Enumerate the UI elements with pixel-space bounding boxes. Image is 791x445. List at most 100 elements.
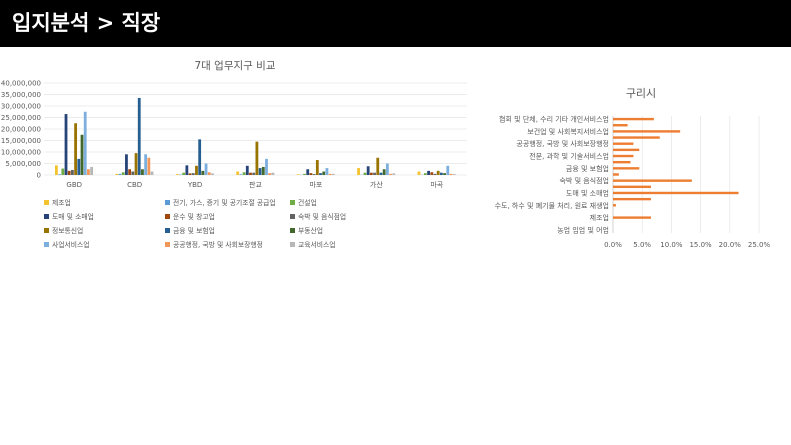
bar <box>118 173 122 175</box>
bar <box>376 157 380 175</box>
bar <box>115 173 119 175</box>
bar <box>613 167 640 170</box>
bar <box>125 154 128 175</box>
bar <box>198 139 202 175</box>
legend-label: 운수 및 창고업 <box>173 213 215 221</box>
x-tick-label: GBD <box>66 181 82 189</box>
bar <box>315 160 319 175</box>
x-tick-label: 10.0% <box>660 241 683 249</box>
y-tick-label: 25,000,000 <box>1 114 41 122</box>
bar <box>417 171 421 175</box>
bar <box>182 172 186 175</box>
legend-label: 숙박 및 음식점업 <box>298 212 346 221</box>
bar <box>74 123 78 175</box>
chart-title: 7대 업무지구 비교 <box>195 59 276 72</box>
bar <box>613 216 651 219</box>
legend-label: 건설업 <box>298 198 317 207</box>
bar <box>261 166 265 175</box>
bar <box>427 170 430 175</box>
bar <box>613 130 681 133</box>
bar <box>188 173 192 175</box>
business-district-chart: 7대 업무지구 비교 0 5,000,000 10,000,000 15,000,000… <box>1 59 467 249</box>
y-tick-label: 도매 및 소매업 <box>566 189 609 197</box>
legend-swatch <box>165 200 170 205</box>
y-tick-label: 40,000,000 <box>1 80 41 88</box>
bar <box>141 169 144 175</box>
y-tick-label: 35,000,000 <box>1 91 41 99</box>
legend-swatch <box>165 242 170 247</box>
bar <box>252 172 256 175</box>
legend-swatch <box>44 228 49 233</box>
x-tick-label: 마곡 <box>430 180 443 189</box>
bar <box>613 204 616 207</box>
bar <box>61 168 65 175</box>
y-tick-label: 20,000,000 <box>1 126 41 134</box>
bar <box>613 117 654 121</box>
legend-label: 제조업 <box>52 199 71 207</box>
bar <box>379 172 383 175</box>
bar <box>312 174 316 175</box>
y-tick-label: 전문, 과학 및 기술서비스업 <box>529 152 609 161</box>
legend-swatch <box>290 242 295 247</box>
bar <box>71 169 74 175</box>
bar <box>443 173 446 175</box>
bar <box>211 173 214 175</box>
x-tick-label: 0.0% <box>604 241 622 249</box>
y-tick-label: 0 <box>37 172 41 180</box>
bar <box>255 141 259 175</box>
y-tick-label: 협회 및 단체, 수리 기타 개인서비스업 <box>499 115 609 124</box>
bar <box>613 185 651 189</box>
x-tick-label: YBD <box>187 181 202 189</box>
bar <box>131 171 135 175</box>
bar <box>87 169 90 175</box>
bar <box>137 97 141 175</box>
bar <box>449 173 453 175</box>
bar <box>613 154 634 158</box>
y-tick-label: 금융 및 보험업 <box>566 165 609 173</box>
legend-swatch <box>290 214 295 219</box>
x-tick-label: 25.0% <box>748 241 771 249</box>
legend-label: 도매 및 소매업 <box>52 213 94 221</box>
bar <box>452 174 456 175</box>
legend-label: 사업서비스업 <box>52 240 90 249</box>
y-tick-label: 10,000,000 <box>1 149 41 157</box>
bar <box>613 136 660 139</box>
y-tick-label: 5,000,000 <box>5 160 41 168</box>
bar <box>80 134 84 175</box>
bar <box>439 172 443 175</box>
bar <box>236 171 240 175</box>
x-tick-label: 판교 <box>249 180 262 189</box>
guri-city-chart: 구리시 0.0% 5.0% 10.0% 15.0% 20.0% 25.0% 협회 및 단체, … <box>495 87 771 249</box>
bar <box>357 168 360 175</box>
bar <box>296 174 300 175</box>
bar <box>77 158 81 175</box>
y-tick-label: 숙박 및 음식점업 <box>559 176 609 185</box>
bar <box>64 114 68 175</box>
bar <box>392 173 396 175</box>
bar <box>144 154 148 175</box>
bar <box>328 173 332 175</box>
bar <box>303 173 306 175</box>
y-tick-label: 보건업 및 사회복지서비스업 <box>527 127 609 136</box>
bar <box>67 170 71 175</box>
bar <box>613 197 651 201</box>
bar <box>121 172 125 175</box>
bar <box>265 158 268 175</box>
y-tick-label: 30,000,000 <box>1 103 41 111</box>
legend-label: 금융 및 보험업 <box>173 227 215 235</box>
page-title: 입지분석 > 직장 <box>12 11 161 35</box>
bar <box>239 174 243 175</box>
page-header: 입지분석 > 직장 <box>0 0 791 47</box>
bar <box>433 173 437 175</box>
legend-swatch <box>290 228 295 233</box>
x-tick-label: 20.0% <box>719 241 742 249</box>
bar <box>58 174 62 175</box>
bar <box>389 173 392 175</box>
bar <box>613 142 634 145</box>
legend-label: 부동산업 <box>298 226 323 235</box>
bar <box>90 166 94 175</box>
y-tick-label: 15,000,000 <box>1 137 41 145</box>
bar <box>613 191 739 195</box>
bar <box>195 165 198 175</box>
bar <box>306 169 310 175</box>
